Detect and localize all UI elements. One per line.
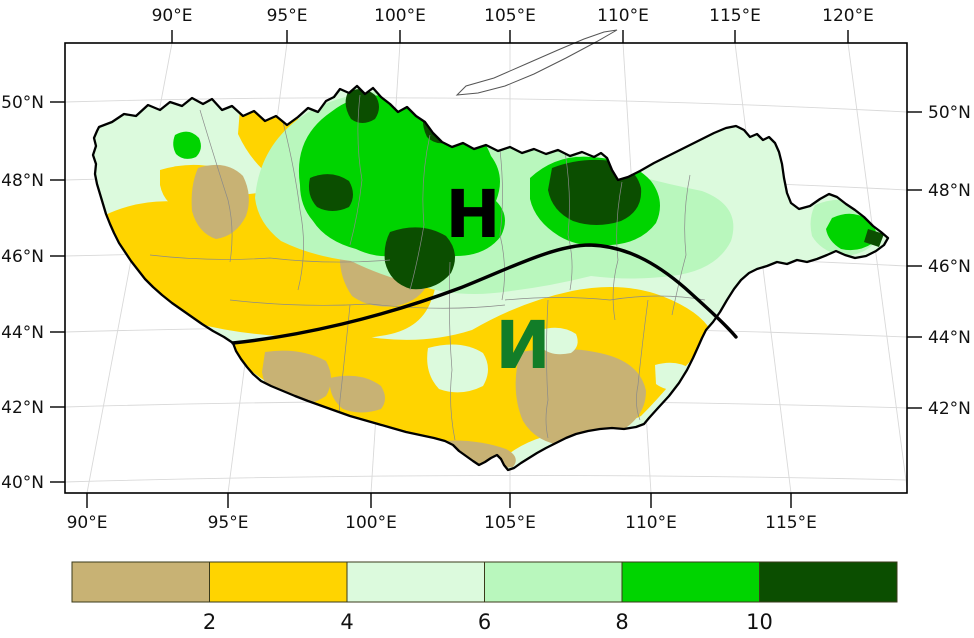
colorbar-tick-label: 8 [615,610,628,634]
right-tick-label: 46°N [928,257,971,277]
top-tick-label: 100°E [374,6,426,26]
region-divider-curve [231,243,738,345]
top-tick-label: 95°E [267,6,308,26]
right-tick-label: 42°N [928,399,971,419]
axis-ticks [50,30,922,508]
right-tick-label: 44°N [928,328,971,348]
colorbar-tick-label: 4 [340,610,353,634]
province-boundaries [149,94,758,441]
colorbar-cell-gt10 [759,561,898,603]
left-tick-label: 42°N [1,398,44,418]
bottom-tick-label: 115°E [765,513,817,533]
bottom-tick-label: 95°E [208,513,249,533]
mongolia-outline [91,84,890,472]
map-frame [64,42,908,494]
top-tick-label: 120°E [822,6,874,26]
colorbar-tick-label: 10 [746,610,773,634]
right-axis-labels: 50°N 48°N 46°N 44°N 42°N [928,103,971,419]
right-tick-label: 50°N [928,103,971,123]
colorbar-tick-label: 6 [478,610,491,634]
top-axis-labels: 90°E 95°E 100°E 105°E 110°E 115°E 120°E [152,6,874,26]
top-tick-label: 110°E [597,6,649,26]
left-tick-label: 44°N [1,323,44,343]
contour-fill-layers [93,86,888,470]
left-tick-label: 48°N [1,171,44,191]
bottom-tick-label: 110°E [625,513,677,533]
bottom-tick-label: 90°E [67,513,108,533]
top-tick-label: 105°E [484,6,536,26]
left-tick-label: 50°N [1,93,44,113]
bottom-tick-label: 100°E [345,513,397,533]
lake-baikal-outline [455,29,618,96]
colorbar-cell-lt2 [71,561,210,603]
region-label-south: И [495,307,550,384]
colorbar-cell-2-4 [209,561,348,603]
right-tick-label: 48°N [928,181,971,201]
top-tick-label: 90°E [152,6,193,26]
left-tick-label: 46°N [1,247,44,267]
colorbar-cell-8-10 [621,561,760,603]
bottom-axis-labels: 90°E 95°E 100°E 105°E 110°E 115°E [67,513,817,533]
region-label-north: Н [445,176,500,253]
top-tick-label: 115°E [709,6,761,26]
colorbar-tick-label: 2 [203,610,216,634]
colorbar: 2 4 6 8 10 [71,561,898,634]
left-tick-label: 40°N [1,473,44,493]
left-axis-labels: 50°N 48°N 46°N 44°N 42°N 40°N [1,93,44,493]
colorbar-cell-6-8 [484,561,623,603]
bottom-tick-label: 105°E [484,513,536,533]
colorbar-cell-4-6 [346,561,485,603]
